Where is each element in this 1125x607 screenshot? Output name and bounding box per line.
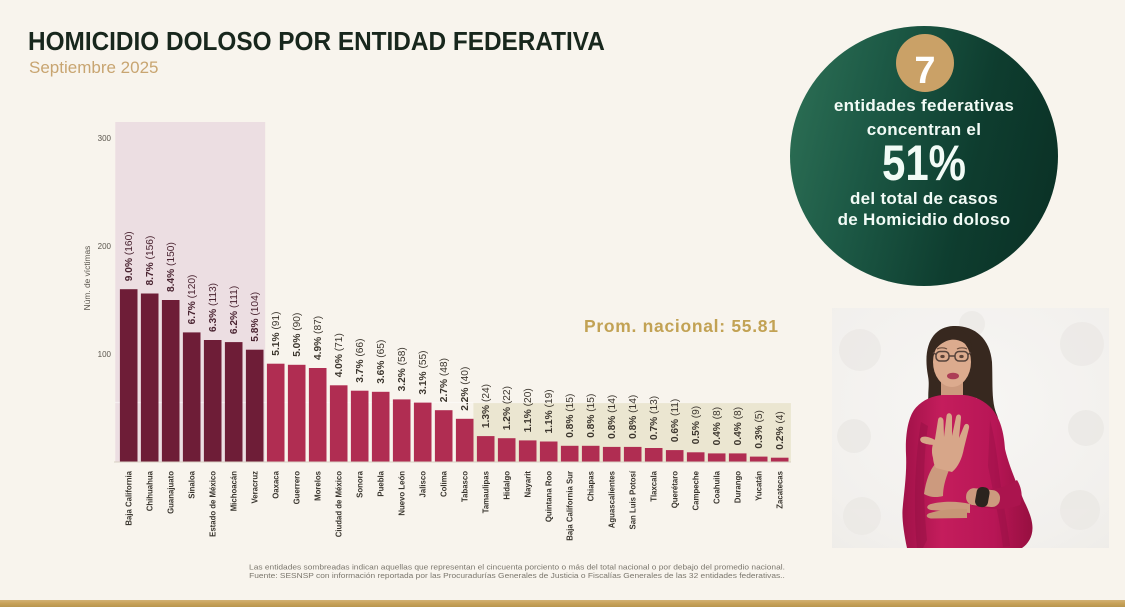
svg-text:Morelos: Morelos	[314, 470, 323, 501]
svg-text:3.2% (58): 3.2% (58)	[397, 347, 408, 391]
svg-text:1.1% (20): 1.1% (20)	[523, 388, 534, 432]
svg-text:Tamaulipas: Tamaulipas	[482, 470, 491, 513]
svg-text:Aguascalientes: Aguascalientes	[608, 470, 617, 528]
svg-text:Estado de México: Estado de México	[209, 471, 218, 537]
svg-text:Zacatecas: Zacatecas	[776, 470, 785, 508]
svg-text:Tlaxcala: Tlaxcala	[650, 470, 659, 501]
svg-text:6.2% (111): 6.2% (111)	[229, 286, 240, 334]
svg-text:5.8% (104): 5.8% (104)	[250, 292, 261, 342]
svg-text:Durango: Durango	[734, 471, 743, 503]
svg-text:4.9% (87): 4.9% (87)	[313, 316, 324, 360]
svg-text:Puebla: Puebla	[377, 470, 386, 496]
svg-text:Michoacán: Michoacán	[230, 471, 239, 512]
svg-text:6.7% (120): 6.7% (120)	[187, 275, 198, 325]
svg-text:Chihuahua: Chihuahua	[146, 470, 155, 511]
svg-text:Guerrero: Guerrero	[293, 471, 302, 505]
svg-text:4.0% (71): 4.0% (71)	[334, 333, 345, 377]
svg-text:Yucatán: Yucatán	[755, 471, 764, 501]
svg-text:3.6% (65): 3.6% (65)	[376, 340, 387, 384]
svg-text:Baja California: Baja California	[125, 470, 134, 525]
svg-text:Ciudad de México: Ciudad de México	[335, 471, 344, 538]
svg-text:Núm. de víctimas: Núm. de víctimas	[82, 246, 92, 311]
svg-text:Chiapas: Chiapas	[587, 470, 596, 501]
svg-text:0.4% (8): 0.4% (8)	[733, 407, 744, 446]
svg-text:1.3% (24): 1.3% (24)	[481, 384, 492, 428]
svg-text:Nuevo León: Nuevo León	[398, 471, 407, 516]
svg-text:Sonora: Sonora	[356, 470, 365, 498]
svg-text:300: 300	[98, 134, 112, 143]
svg-text:5.0% (90): 5.0% (90)	[292, 313, 303, 357]
svg-text:Campeche: Campeche	[692, 470, 701, 510]
svg-text:Querétaro: Querétaro	[671, 471, 680, 509]
svg-text:8.4% (150): 8.4% (150)	[166, 242, 177, 292]
svg-text:2.7% (48): 2.7% (48)	[439, 358, 450, 402]
svg-text:0.8% (15): 0.8% (15)	[565, 394, 576, 438]
svg-text:3.1% (55): 3.1% (55)	[418, 350, 429, 394]
svg-text:0.5% (9): 0.5% (9)	[691, 406, 702, 445]
svg-text:Jalisco: Jalisco	[419, 471, 428, 498]
svg-text:Hidalgo: Hidalgo	[503, 471, 512, 500]
svg-text:Nayarit: Nayarit	[524, 471, 533, 498]
svg-text:0.8% (15): 0.8% (15)	[586, 394, 597, 438]
svg-text:Colima: Colima	[440, 470, 449, 497]
svg-text:1.2% (22): 1.2% (22)	[502, 386, 513, 430]
svg-text:Veracruz: Veracruz	[251, 471, 260, 504]
svg-text:100: 100	[98, 350, 112, 359]
svg-text:0.8% (14): 0.8% (14)	[628, 395, 639, 439]
svg-text:0.7% (13): 0.7% (13)	[649, 396, 660, 440]
svg-text:0.2% (4): 0.2% (4)	[775, 411, 786, 450]
svg-text:0.6% (11): 0.6% (11)	[670, 399, 681, 442]
svg-text:2.2% (40): 2.2% (40)	[460, 367, 471, 411]
svg-text:Tabasco: Tabasco	[461, 471, 470, 502]
svg-text:3.7% (66): 3.7% (66)	[355, 339, 366, 383]
svg-text:Oaxaca: Oaxaca	[272, 470, 281, 498]
svg-text:0.3% (5): 0.3% (5)	[754, 410, 765, 449]
svg-text:5.1% (91): 5.1% (91)	[271, 312, 282, 356]
svg-text:6.3% (113): 6.3% (113)	[208, 283, 219, 332]
svg-text:200: 200	[98, 242, 112, 251]
svg-text:1.1% (19): 1.1% (19)	[544, 389, 555, 433]
svg-text:Guanajuato: Guanajuato	[167, 471, 176, 514]
svg-text:8.7% (156): 8.7% (156)	[145, 236, 156, 286]
svg-text:0.4% (8): 0.4% (8)	[712, 407, 723, 446]
svg-text:San Luis Potosí: San Luis Potosí	[629, 470, 638, 529]
svg-text:Sinaloa: Sinaloa	[188, 470, 197, 498]
svg-text:Quintana Roo: Quintana Roo	[545, 471, 554, 522]
svg-text:Baja California Sur: Baja California Sur	[566, 471, 575, 541]
svg-text:9.0% (160): 9.0% (160)	[124, 231, 135, 281]
svg-text:Coahuila: Coahuila	[713, 470, 722, 504]
svg-text:0.8% (14): 0.8% (14)	[607, 395, 618, 439]
